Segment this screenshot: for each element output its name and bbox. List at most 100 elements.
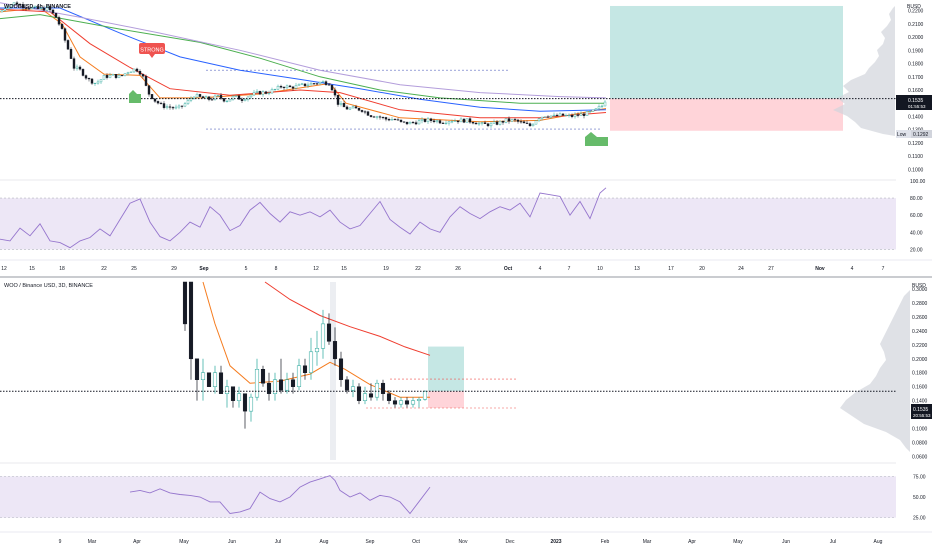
top-candle-body — [159, 102, 163, 104]
top-candle-body — [99, 79, 103, 83]
top-price-axis[interactable]: 0.2200 0.2100 0.2000 0.1900 0.1800 0.1700 0.16… — [908, 9, 924, 174]
top-rsi-line — [0, 187, 607, 249]
bottom-price-tick-label: 0.3000 — [912, 287, 928, 293]
top-candle-body — [180, 105, 184, 107]
top-candle-body — [513, 119, 517, 121]
top-candle-body — [219, 95, 223, 99]
top-time-tick-label: 22 — [101, 266, 107, 272]
bottom-candle-body — [254, 369, 260, 398]
top-candle-body — [489, 123, 493, 127]
top-candle-body — [321, 81, 325, 83]
bottom-time-tick-label: Dec — [506, 539, 515, 545]
top-time-tick-label: 15 — [341, 266, 347, 272]
top-candle-body — [555, 114, 559, 117]
top-time-tick-label: 25 — [131, 266, 137, 272]
top-candle-body — [39, 7, 43, 9]
top-candle-body — [24, 7, 28, 9]
strong-signal-tag[interactable]: STRONG — [139, 43, 165, 58]
top-candle-body — [525, 122, 529, 124]
top-candle-body — [27, 8, 31, 10]
top-candle-body — [366, 111, 370, 116]
bottom-loss-zone[interactable] — [428, 391, 464, 408]
top-time-tick-label: 15 — [29, 266, 35, 272]
top-candle-body — [120, 75, 124, 77]
top-candle-body — [573, 114, 577, 117]
top-price-tick-label: 0.2200 — [908, 9, 924, 15]
top-candle-body — [471, 121, 475, 124]
top-candle-body — [318, 81, 322, 84]
top-candle-body — [291, 86, 295, 89]
top-candle-body — [585, 111, 589, 116]
bottom-candle-body — [248, 396, 254, 412]
top-moving-averages — [0, 2, 607, 123]
bottom-time-tick-label: Feb — [601, 539, 610, 545]
top-rsi-axis[interactable]: 100.00 80.00 60.00 40.00 20.00 — [910, 179, 926, 253]
bottom-current-price-badge: 0.1535 20:55:53 — [911, 404, 932, 419]
top-candle-body — [51, 9, 55, 14]
bottom-rsi-axis[interactable]: 75.00 50.00 25.00 — [913, 474, 926, 521]
top-candle-body — [240, 99, 244, 101]
top-rsi-band — [0, 198, 896, 250]
top-candle-body — [351, 106, 355, 109]
top-candle-body — [519, 121, 523, 123]
top-moving-average-line — [0, 8, 607, 119]
top-candle-body — [135, 68, 139, 72]
top-candle-body — [354, 106, 358, 109]
top-candle-body — [42, 7, 46, 11]
top-low-badge: Low 0.1292 — [896, 130, 932, 138]
top-candle-body — [3, 8, 7, 11]
top-candle-body — [300, 83, 304, 85]
top-candle-body — [336, 94, 340, 105]
bottom-candle-body — [224, 386, 230, 394]
top-candle-body — [564, 115, 568, 117]
bottom-time-tick-label: Mar — [88, 539, 97, 545]
top-candle-body — [96, 81, 100, 84]
top-candle-body — [480, 122, 484, 124]
top-time-axis[interactable]: 12 15 18 22 25 29 Sep 5 8 12 15 19 22 26 Oct 4 7 10 13 17 20… — [1, 266, 884, 272]
top-candle-body — [144, 76, 148, 86]
top-candle-body — [339, 103, 343, 105]
top-candle-body — [66, 40, 70, 50]
bottom-time-tick-label: May — [733, 539, 743, 545]
top-candle-body — [9, 4, 13, 8]
bottom-price-axis[interactable]: 0.3000 0.2800 0.2600 0.2400 0.2200 0.2000 0.18… — [912, 287, 928, 461]
top-profit-zone[interactable] — [610, 5, 843, 99]
top-candle-body — [384, 117, 388, 120]
top-rsi-panel[interactable]: 100.00 80.00 60.00 40.00 20.00 — [0, 179, 926, 253]
top-time-tick-label: 17 — [668, 266, 674, 272]
top-candle-body — [408, 121, 412, 125]
buy-signal-marker-2[interactable] — [585, 132, 608, 146]
top-candle-body — [174, 106, 178, 109]
top-chart-panel[interactable]: STRONG WOOBUSD, 4h, BINANCE BUSD 0.22000… — [0, 0, 932, 174]
top-candle-body — [303, 83, 307, 87]
bottom-rsi-tick-label: 75.00 — [913, 474, 926, 480]
top-candle-body — [474, 122, 478, 125]
top-candle-body — [423, 119, 427, 122]
bottom-price-tick-label: 0.2600 — [912, 315, 928, 321]
top-candle-body — [372, 116, 376, 118]
bottom-candle-body — [230, 386, 236, 401]
bottom-highlight-column — [330, 282, 336, 460]
bottom-price-tick-label: 0.1600 — [912, 385, 928, 391]
top-time-tick-label: 18 — [59, 266, 65, 272]
top-candle-body — [45, 6, 49, 11]
bottom-price-tick-label: 0.2000 — [912, 357, 928, 363]
buy-signal-marker-1[interactable] — [129, 90, 141, 103]
top-loss-zone[interactable] — [610, 98, 843, 131]
top-price-tick-label: 0.1600 — [908, 88, 924, 94]
bottom-candle-body — [350, 386, 356, 391]
bottom-time-axis[interactable]: 9 Mar Apr May Jun Jul Aug Sep Oct Nov Dec 2023 Feb Ma… — [59, 539, 883, 545]
bottom-rsi-panel[interactable]: 75.00 50.00 25.00 — [0, 462, 926, 522]
top-candle-body — [510, 119, 514, 122]
top-time-tick-label: Oct — [504, 266, 513, 272]
top-candle-body — [21, 4, 25, 9]
bottom-profit-zone[interactable] — [428, 346, 464, 392]
bottom-time-tick-label: 9 — [59, 539, 62, 545]
bottom-chart-panel[interactable]: WOO / Binance USD, 3D, BINANCE BUSD 0.30… — [0, 281, 932, 461]
bottom-candle-body — [302, 365, 308, 373]
top-candle-body — [156, 101, 160, 104]
top-candle-body — [108, 74, 112, 78]
top-time-tick-label: 7 — [882, 266, 885, 272]
top-candle-body — [222, 98, 226, 102]
